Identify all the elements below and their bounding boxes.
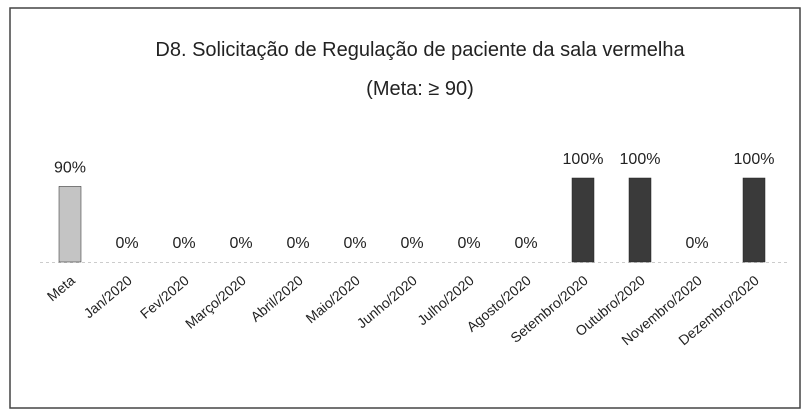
value-label: 100% — [563, 151, 604, 168]
value-label: 0% — [343, 235, 366, 252]
value-label: 100% — [734, 151, 775, 168]
value-label: 0% — [400, 235, 423, 252]
chart-subtitle: (Meta: ≥ 90) — [366, 78, 474, 100]
value-label: 100% — [620, 151, 661, 168]
bar — [628, 177, 652, 263]
value-label: 0% — [286, 235, 309, 252]
value-label: 0% — [457, 235, 480, 252]
value-label: 0% — [685, 235, 708, 252]
value-label: 0% — [229, 235, 252, 252]
chart-frame — [9, 7, 801, 409]
value-label: 0% — [172, 235, 195, 252]
bar — [58, 186, 82, 263]
chart-title: D8. Solicitação de Regulação de paciente… — [155, 39, 685, 61]
value-label: 90% — [54, 159, 86, 176]
value-label: 0% — [115, 235, 138, 252]
bar — [571, 177, 595, 263]
bar — [742, 177, 766, 263]
value-label: 0% — [514, 235, 537, 252]
